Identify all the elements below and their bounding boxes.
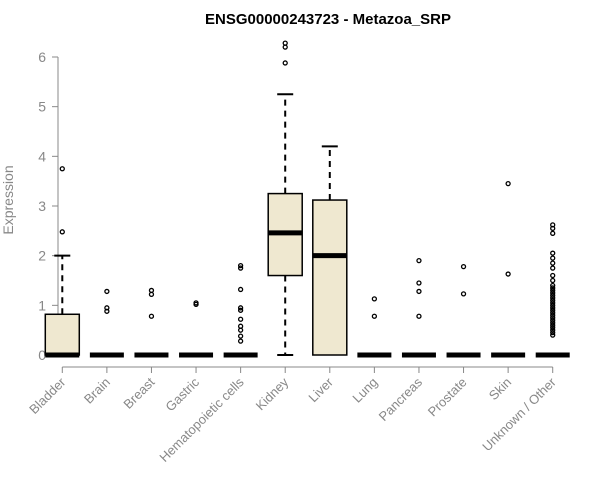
outlier-point — [237, 333, 244, 339]
outlier-point — [460, 263, 467, 270]
outlier-point — [237, 323, 244, 329]
outlier-point — [550, 285, 556, 291]
outlier-point — [371, 296, 378, 302]
outlier-point — [550, 327, 556, 333]
outlier-point — [237, 316, 244, 322]
outlier-point — [148, 313, 155, 319]
box-3 — [134, 287, 169, 358]
iqr-box — [312, 199, 348, 356]
x-tick-label: Liver — [305, 374, 336, 405]
outlier-point — [193, 300, 199, 306]
outlier-point — [550, 260, 556, 266]
outlier-point — [282, 60, 288, 66]
y-tick-label: 5 — [38, 99, 46, 115]
outlier-point — [550, 305, 556, 311]
outlier-point — [237, 338, 244, 344]
outlier-point — [550, 310, 556, 316]
outlier-point — [550, 300, 556, 306]
outlier-point — [550, 315, 556, 321]
outlier-point — [237, 305, 244, 311]
outlier-point — [550, 265, 556, 271]
outlier-point — [550, 250, 556, 256]
outlier-point — [416, 257, 422, 264]
box-7 — [312, 145, 348, 356]
outlier-point — [282, 40, 288, 46]
outlier-point — [416, 313, 422, 319]
y-tick-label: 0 — [38, 347, 46, 363]
box-4 — [179, 300, 214, 358]
box-2 — [89, 288, 124, 358]
outlier-point — [416, 288, 422, 295]
outlier-point — [550, 295, 556, 301]
outlier-point — [550, 329, 556, 336]
y-tick-label: 2 — [38, 248, 46, 264]
outlier-point — [237, 286, 244, 293]
x-tick-label: Brain — [81, 375, 113, 407]
x-tick-label: Breast — [120, 374, 157, 411]
outlier-point — [460, 291, 467, 297]
x-tick-label: Lung — [349, 375, 380, 406]
x-tick-label: Kidney — [253, 374, 292, 413]
box-8 — [357, 296, 392, 358]
iqr-box — [44, 313, 81, 356]
box-5 — [223, 262, 258, 358]
outlier-point — [550, 222, 556, 228]
y-tick-label: 1 — [38, 297, 46, 313]
x-tick-label: Hematopoietic cells — [156, 374, 247, 465]
outlier-point — [416, 280, 422, 286]
y-tick-label: 4 — [38, 148, 46, 164]
outlier-point — [371, 313, 378, 319]
x-tick-label: Gastric — [162, 374, 202, 414]
outlier-point — [550, 302, 556, 308]
outlier-point — [550, 297, 556, 304]
outlier-point — [59, 229, 65, 235]
outlier-point — [550, 255, 556, 261]
x-tick-label: Pancreas — [376, 374, 426, 424]
outlier-point — [550, 325, 556, 331]
outlier-point — [550, 282, 556, 289]
chart-title: ENSG00000243723 - Metazoa_SRP — [205, 11, 451, 28]
y-tick-label: 6 — [38, 49, 46, 65]
outlier-point — [550, 230, 556, 236]
outlier-point — [148, 287, 155, 294]
y-axis: 0 1 2 3 4 5 6 — [38, 49, 59, 363]
outlier-point — [550, 322, 556, 328]
x-tick-label: Skin — [486, 375, 514, 403]
outlier-point — [550, 312, 556, 318]
outlier-point — [550, 317, 556, 323]
x-tick-label: Prostate — [425, 375, 470, 420]
outlier-point — [237, 265, 244, 271]
outlier-point — [505, 271, 511, 277]
plot-area — [44, 40, 570, 358]
box-9 — [401, 257, 436, 358]
outlier-point — [550, 307, 556, 313]
outlier-point — [59, 166, 65, 172]
outlier-point — [104, 288, 110, 295]
outlier-point — [550, 332, 556, 338]
x-tick-label: Bladder — [26, 374, 69, 417]
outlier-point — [550, 290, 556, 296]
outlier-point — [237, 307, 244, 313]
box-10 — [446, 263, 481, 358]
box-12 — [535, 222, 570, 358]
outlier-point — [550, 292, 556, 299]
box-11 — [491, 180, 526, 358]
outlier-point — [237, 262, 244, 269]
outlier-point — [104, 305, 110, 311]
outlier-point — [550, 287, 556, 294]
y-axis-label: Expression — [0, 165, 16, 234]
outlier-point — [550, 277, 556, 284]
box-6 — [267, 40, 303, 356]
outlier-point — [550, 272, 556, 279]
box-1 — [44, 166, 81, 358]
outlier-point — [505, 180, 511, 187]
y-tick-label: 3 — [38, 198, 46, 214]
outlier-point — [550, 320, 556, 326]
